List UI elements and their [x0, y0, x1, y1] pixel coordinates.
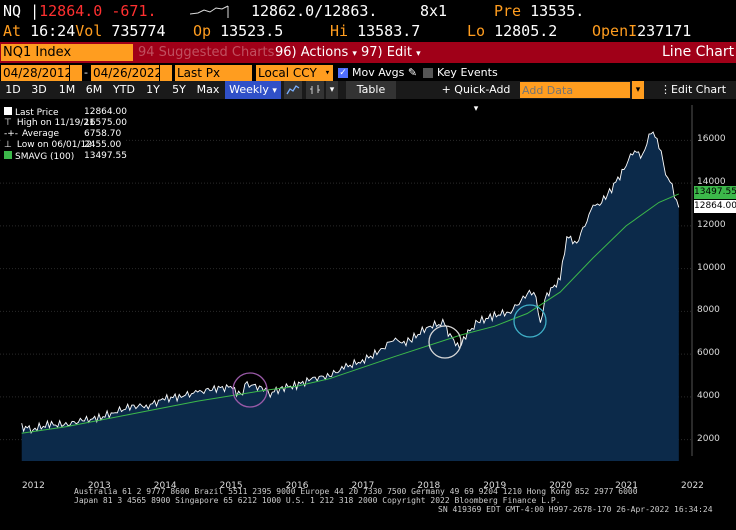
suggested-charts-button[interactable]: 94 Suggested Charts [138, 45, 275, 60]
x-tick-label: 2022 [681, 481, 704, 491]
highlight-circle-white [428, 325, 462, 359]
x-tick-label: 2019 [483, 481, 507, 491]
y-tick-label: 16000 [697, 134, 726, 145]
footer-session-info: SN 419369 EDT GMT-4:00 H997-2678-170 26-… [438, 505, 713, 514]
price-change: -671. [111, 2, 157, 20]
smavg-line [21, 193, 679, 434]
dropdown-arrow-icon[interactable]: ▾ [632, 81, 644, 99]
dropdown-arrow-icon[interactable]: ▾ [326, 81, 338, 99]
y-tick-label: 14000 [697, 177, 726, 188]
x-tick-label: 2020 [549, 481, 573, 491]
ask-value: 12863. [323, 2, 378, 20]
legend-average: -+- Average [4, 129, 60, 139]
period-1d[interactable]: 1D [5, 83, 21, 96]
pencil-icon: ✎ [407, 66, 418, 79]
date-picker-icon[interactable] [70, 65, 82, 81]
x-tick-label: 2017 [351, 481, 375, 491]
y-tick-label: 4000 [697, 390, 720, 401]
edit-chart-button[interactable]: ⋮Edit Chart [659, 83, 727, 96]
x-tick-label: 2016 [285, 481, 309, 491]
y-tick-label: 8000 [697, 305, 720, 316]
dropdown-arrow-icon: ▾ [416, 49, 421, 59]
quote-time: 16:24 [30, 22, 76, 40]
x-tick-label: 2012 [21, 481, 45, 491]
legend-low: ⊥ Low on 06/01/12 [4, 140, 92, 150]
key-events-toggle[interactable]: Key Events [423, 66, 498, 79]
ticker: NQ [3, 2, 22, 20]
bid-value: 12862.0 [251, 2, 315, 20]
period-5y[interactable]: 5Y [172, 83, 186, 96]
volume-value: 735774 [111, 22, 166, 40]
highlight-circle-cyan [513, 304, 547, 338]
table-button[interactable]: Table [346, 81, 396, 99]
high-price: Hi 13583.7 [330, 22, 421, 40]
open-price: Op 13523.5 [193, 22, 284, 40]
low-price: Lo 12805.2 [467, 22, 558, 40]
settings-icon: ⋮ [659, 83, 671, 96]
line-chart-icon[interactable] [284, 81, 302, 99]
last-price: 12864.0 [39, 2, 103, 20]
price-line [21, 131, 680, 434]
ohlc-bars-icon[interactable] [306, 81, 324, 99]
chart-type-title: Line Chart [662, 44, 735, 60]
pre-close: Pre 13535. [494, 2, 585, 20]
period-max[interactable]: Max [196, 83, 220, 96]
currency-selector[interactable]: Local CCY [256, 65, 322, 81]
y-tick-label: 6000 [697, 348, 720, 359]
quick-add-button[interactable]: + Quick-Add ▾ [441, 83, 511, 114]
quote-row-2: At 16:24Vol 735774 [3, 22, 166, 40]
x-tick-label: 2018 [417, 481, 441, 491]
legend-smavg: SMAVG (100) [4, 151, 74, 162]
y-tick-label: 12000 [697, 219, 726, 230]
smavg-value-badge: 13497.55 [694, 186, 736, 199]
dropdown-arrow-icon[interactable]: ▾ [322, 65, 333, 81]
field-selector[interactable]: Last Px [175, 65, 252, 81]
date-picker-icon[interactable] [160, 65, 172, 81]
chart-legend: Last Price 12864.00 ⊤ High on 11/19/21 16… [2, 104, 127, 168]
x-tick-label: 2021 [615, 481, 638, 491]
frequency-selector[interactable]: Weekly ▾ [225, 81, 281, 99]
bid-ask: 12862.0/12863. [251, 2, 378, 20]
legend-last-price: Last Price [4, 107, 59, 118]
sparkline-icon [190, 5, 229, 18]
x-tick-label: 2015 [219, 481, 243, 491]
footer-contact-line-2: Japan 81 3 4565 8900 Singapore 65 6212 1… [74, 496, 561, 505]
period-1y[interactable]: 1Y [146, 83, 160, 96]
legend-high: ⊤ High on 11/19/21 [4, 118, 95, 128]
price-chart[interactable] [0, 99, 736, 499]
edit-menu[interactable]: 97) Edit ▾ [361, 45, 421, 60]
period-ytd[interactable]: YTD [113, 83, 135, 96]
x-tick-label: 2014 [153, 481, 177, 491]
period-6m[interactable]: 6M [85, 83, 103, 96]
actions-menu[interactable]: 96) Actions ▾ [275, 45, 357, 60]
x-tick-label: 2013 [87, 481, 111, 491]
function-header-bar: NQ1 Index 94 Suggested Charts 96) Action… [0, 42, 736, 63]
mov-avgs-toggle[interactable]: ✓ Mov Avgs ✎ [338, 66, 418, 79]
trade-size: 8x1 [420, 2, 448, 20]
price-area [21, 132, 679, 461]
last-price-badge: 12864.00 [694, 200, 736, 213]
quote-row-1: NQ |12864.0 -671. [3, 2, 157, 20]
highlight-circle-purple [232, 372, 268, 408]
y-tick-label: 2000 [697, 433, 720, 444]
period-1m[interactable]: 1M [58, 83, 76, 96]
y-tick-label: 10000 [697, 262, 726, 273]
security-field[interactable]: NQ1 Index [1, 44, 133, 61]
footer-contact-line-1: Australia 61 2 9777 8600 Brazil 5511 239… [74, 487, 638, 496]
add-data-input[interactable] [520, 82, 630, 98]
checkbox-checked-icon: ✓ [338, 68, 348, 78]
end-date-field[interactable]: 04/26/2022 [91, 65, 163, 81]
dropdown-arrow-icon: ▾ [272, 86, 277, 96]
period-3d[interactable]: 3D [31, 83, 47, 96]
open-interest: OpenI237171 [592, 22, 692, 40]
dropdown-arrow-icon: ▾ [473, 104, 479, 114]
start-date-field[interactable]: 04/28/2012 [1, 65, 73, 81]
dropdown-arrow-icon: ▾ [352, 49, 357, 59]
checkbox-unchecked-icon [423, 68, 433, 78]
